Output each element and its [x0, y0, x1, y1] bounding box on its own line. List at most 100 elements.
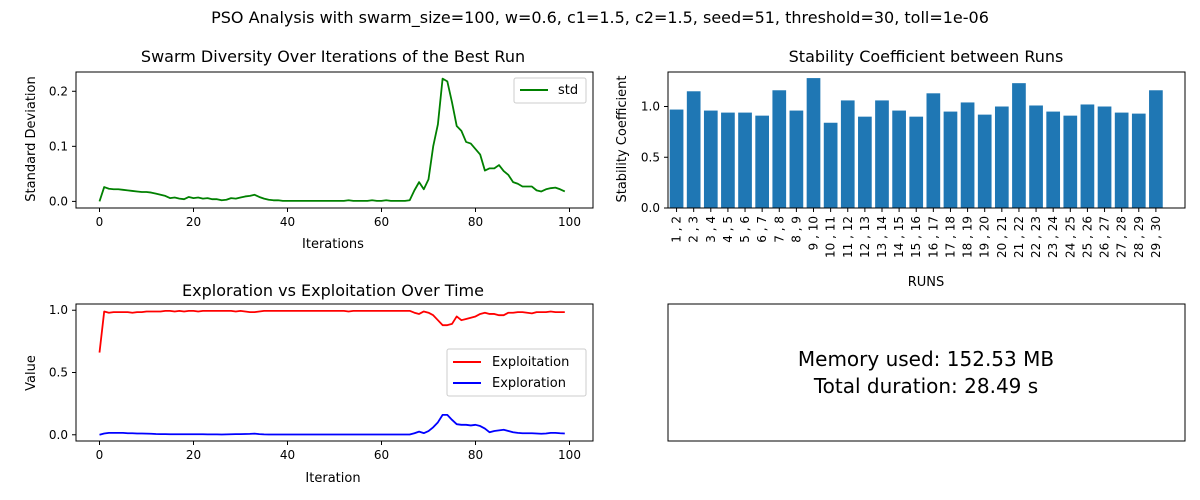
stability-bar [1080, 104, 1095, 208]
stability-bar [1097, 106, 1112, 208]
diversity-xtick-label: 60 [374, 215, 389, 229]
stability-xtick-label: 10 , 11 [824, 216, 838, 258]
stability-chart-xlabel: RUNS [908, 275, 945, 290]
explore-exploit-xtick-label: 100 [558, 448, 581, 462]
stability-xtick-label: 13 , 14 [875, 216, 889, 258]
explore-exploit-xtick-label: 0 [96, 448, 104, 462]
stability-xtick-label: 1 , 2 [670, 216, 684, 243]
stability-xtick-label: 14 , 15 [892, 216, 906, 258]
figure-suptitle: PSO Analysis with swarm_size=100, w=0.6,… [211, 8, 989, 27]
explore-exploit-chart-title: Exploration vs Exploitation Over Time [182, 281, 484, 300]
explore-exploit-xtick-label: 80 [468, 448, 483, 462]
stability-xtick-label: 20 , 21 [995, 216, 1009, 258]
info-panel-frame [667, 303, 1186, 442]
diversity-xtick-label: 40 [280, 215, 295, 229]
legend-exploitation-label: Exploitation [492, 355, 569, 370]
explore-exploit-chart: Exploration vs Exploitation Over Time Va… [24, 281, 594, 486]
diversity-chart-frame [75, 71, 594, 209]
stability-bar [669, 109, 684, 208]
stability-xtick-label: 25 , 26 [1080, 216, 1094, 258]
diversity-ytick-label: 0.1 [49, 139, 68, 153]
stability-xtick-label: 17 , 18 [943, 216, 957, 258]
explore-exploit-ytick-label: 1.0 [49, 303, 68, 317]
stability-xtick-label: 22 , 23 [1029, 216, 1043, 258]
stability-bar [1063, 115, 1078, 208]
explore-exploit-series-exploration-line [99, 413, 565, 436]
diversity-xtick-label: 20 [186, 215, 201, 229]
explore-exploit-chart-ylabel: Value [24, 355, 39, 391]
stability-bar [772, 90, 787, 208]
stability-xtick-label: 6 , 7 [755, 216, 769, 243]
diversity-chart-title: Swarm Diversity Over Iterations of the B… [141, 47, 525, 66]
diversity-xtick-label: 80 [468, 215, 483, 229]
stability-xtick-label: 8 , 9 [789, 216, 803, 243]
stability-bar [840, 100, 855, 208]
stability-bar [1149, 90, 1163, 208]
diversity-chart-xlabel: Iterations [302, 237, 364, 252]
stability-bar [789, 110, 804, 208]
stability-xtick-label: 21 , 22 [1012, 216, 1026, 258]
stability-xtick-label: 11 , 12 [841, 216, 855, 258]
stability-bar [755, 115, 770, 208]
stability-bar [875, 100, 889, 208]
stability-xtick-label: 24 , 25 [1063, 216, 1077, 258]
stability-xtick-label: 2 , 3 [687, 216, 701, 243]
stability-bar [909, 116, 924, 208]
explore-exploit-xtick-label: 40 [280, 448, 295, 462]
stability-xtick-label: 9 , 10 [807, 216, 821, 250]
stability-bar [823, 122, 838, 208]
stability-bar [721, 112, 735, 208]
stability-chart-title: Stability Coefficient between Runs [789, 47, 1064, 66]
diversity-chart: Swarm Diversity Over Iterations of the B… [24, 47, 594, 252]
diversity-ytick-label: 0.0 [49, 194, 68, 208]
stability-bar [858, 116, 872, 208]
memory-used-text: Memory used: 152.53 MB [798, 347, 1054, 371]
stability-bar [892, 110, 906, 208]
stability-xtick-label: 19 , 20 [978, 216, 992, 258]
explore-exploit-xtick-label: 20 [186, 448, 201, 462]
stability-xtick-label: 26 , 27 [1098, 216, 1112, 258]
explore-exploit-series-exploitation-line [98, 309, 565, 353]
stability-bar [806, 78, 821, 208]
stability-bar [1114, 112, 1129, 208]
stability-bar [1131, 113, 1146, 208]
explore-exploit-chart-xlabel: Iteration [305, 471, 360, 486]
stability-ytick-label: 1.0 [641, 100, 660, 114]
stability-bar [977, 114, 992, 208]
stability-bar [703, 110, 718, 208]
stability-xtick-label: 3 , 4 [704, 216, 718, 243]
stability-bar [738, 112, 752, 208]
stability-bar [1012, 83, 1026, 208]
explore-exploit-xtick-label: 60 [374, 448, 389, 462]
stability-chart-ylabel: Stability Coefficient [615, 75, 630, 202]
diversity-xtick-label: 100 [558, 215, 581, 229]
diversity-legend: std [513, 77, 587, 104]
stability-xtick-label: 28 , 29 [1132, 216, 1146, 258]
stability-bar [686, 91, 701, 208]
stability-chart: Stability Coefficient between Runs Stabi… [615, 47, 1186, 290]
info-panel: Memory used: 152.53 MB Total duration: 2… [667, 303, 1186, 442]
stability-bar [1046, 111, 1061, 208]
total-duration-text: Total duration: 28.49 s [813, 374, 1038, 398]
stability-ytick-label: 0.5 [641, 150, 660, 164]
diversity-xtick-label: 0 [96, 215, 104, 229]
stability-xtick-label: 4 , 5 [721, 216, 735, 243]
stability-xtick-label: 29 , 30 [1149, 216, 1163, 258]
stability-bar [994, 106, 1009, 208]
stability-chart-frame [667, 71, 1186, 209]
explore-exploit-chart-frame [75, 303, 594, 442]
stability-bar [960, 102, 975, 208]
diversity-ytick-label: 0.2 [49, 84, 68, 98]
stability-xtick-label: 7 , 8 [772, 216, 786, 243]
diversity-series-std-line [98, 77, 566, 202]
explore-exploit-legend: Exploitation Exploration [446, 348, 587, 397]
explore-exploit-ytick-label: 0.0 [49, 428, 68, 442]
stability-xtick-label: 18 , 19 [961, 216, 975, 258]
legend-exploration-label: Exploration [492, 376, 566, 391]
explore-exploit-ytick-label: 0.5 [49, 366, 68, 380]
stability-xtick-label: 12 , 13 [858, 216, 872, 258]
stability-bar [1029, 105, 1043, 208]
stability-xtick-label: 15 , 16 [909, 216, 923, 258]
